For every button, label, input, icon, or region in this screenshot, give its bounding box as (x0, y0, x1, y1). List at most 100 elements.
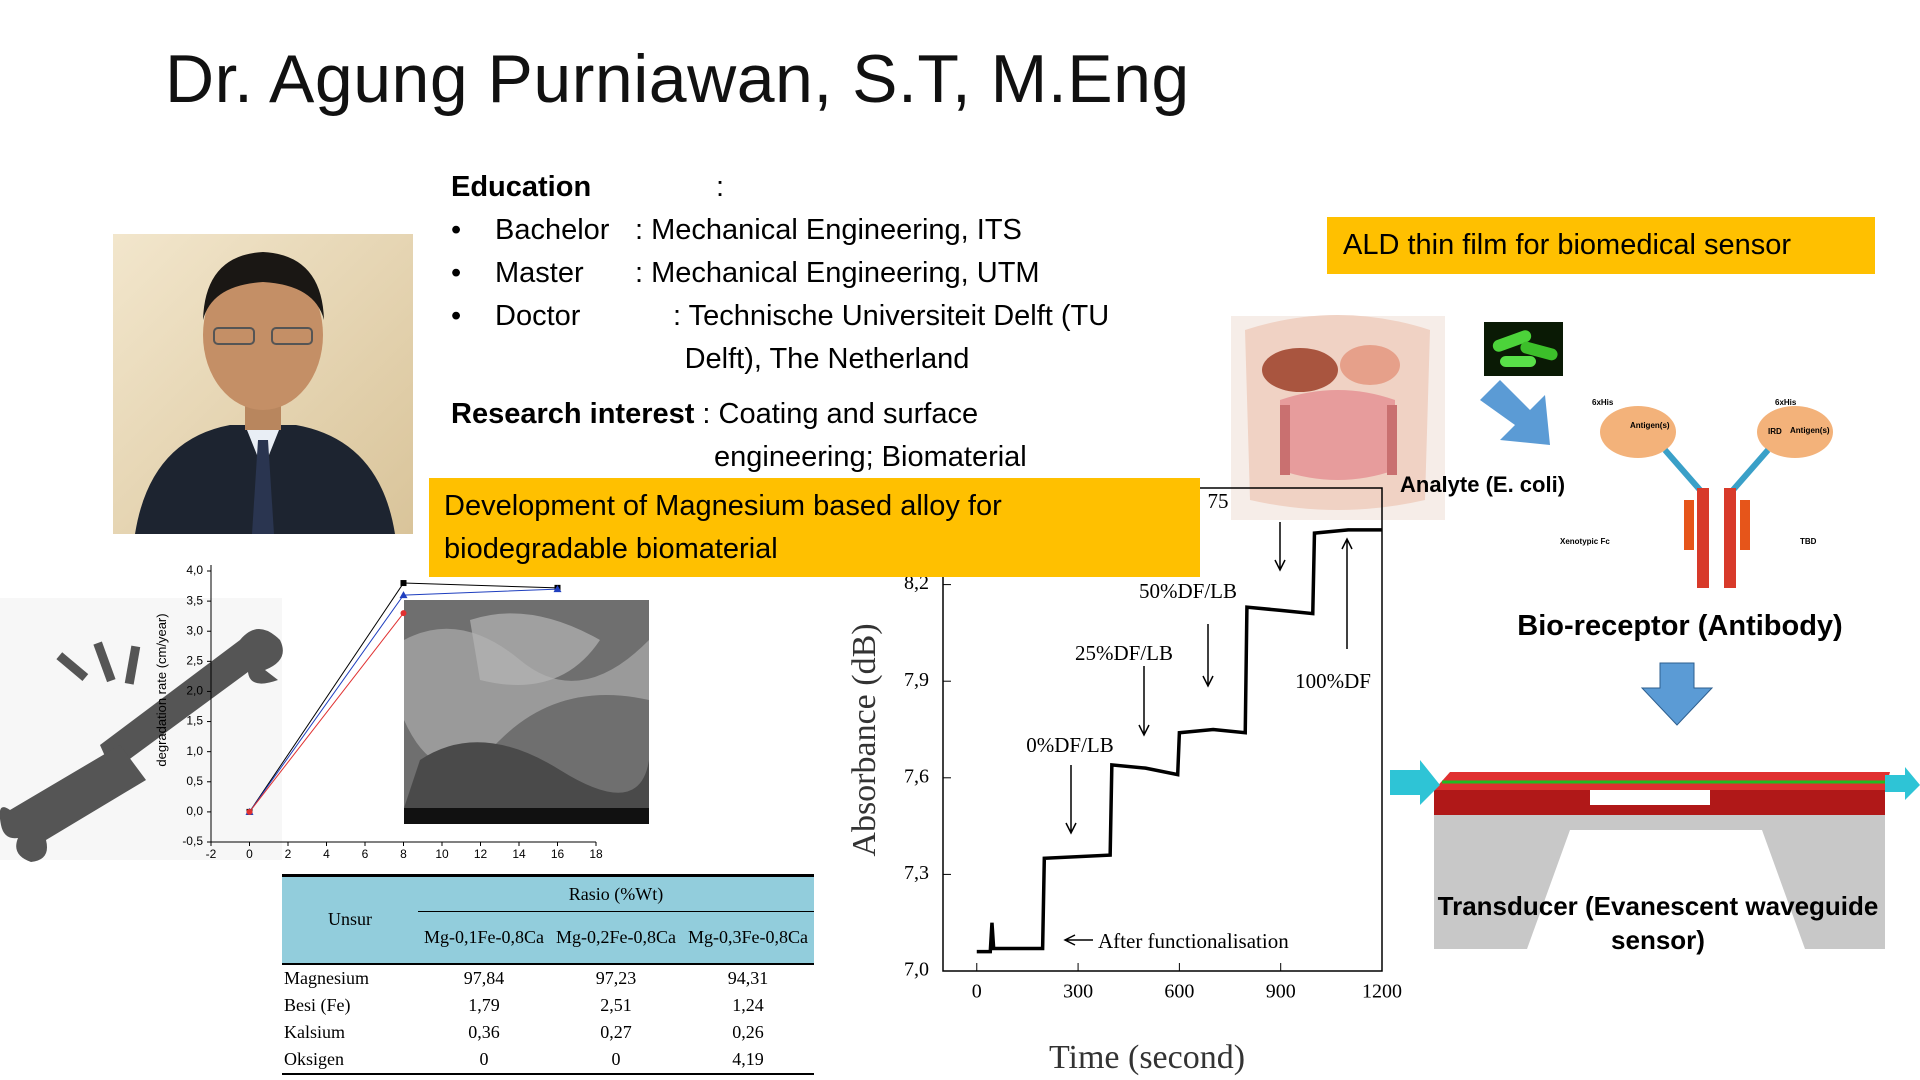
chart-annotation: 50%DF/LB (1139, 579, 1237, 603)
x-axis-label: Time (second) (1049, 1039, 1245, 1076)
table-column-header: Mg-0,3Fe-0,8Ca (682, 911, 814, 964)
education-degree: Doctor (495, 300, 581, 332)
arrow-down-right (1480, 380, 1550, 445)
portrait-photo (113, 234, 413, 534)
table-cell: Magnesium (284, 967, 369, 988)
antibody-label: Antigen(s) (1790, 426, 1830, 435)
education-heading: Education (451, 171, 592, 203)
education-item: • Bachelor: Mechanical Engineering, ITS (451, 209, 1151, 252)
sem-micrograph (404, 600, 649, 824)
bullet: • (451, 257, 462, 289)
transducer-label: Transducer (Evanescent waveguide sensor) (1437, 891, 1879, 955)
x-tick-label: 12 (474, 847, 488, 861)
x-tick-label: 2 (285, 847, 292, 861)
research-label: Research interest (451, 398, 695, 430)
education-heading-row: Education : (451, 166, 1151, 209)
ald-callout: ALD thin film for biomedical sensor (1327, 217, 1875, 274)
annotation-arrows (1063, 522, 1353, 946)
chart-annotation: 100%DF (1295, 669, 1371, 693)
y-tick-label: 4,0 (186, 563, 203, 577)
table-row: Oksigen 0 0 4,19 (282, 1046, 814, 1074)
table-cell: 2,51 (600, 994, 632, 1015)
x-tick-label: -2 (206, 847, 217, 861)
table-cell: Kalsium (284, 1021, 345, 1042)
education-detail: : Technische Universiteit Delft (TU Delf… (673, 300, 1110, 375)
x-tick-label: 8 (400, 847, 407, 861)
table-header: Rasio (%Wt) (418, 875, 814, 912)
table-cell: 0,27 (600, 1021, 632, 1042)
x-tick-label: 10 (435, 847, 449, 861)
education-detail: : Mechanical Engineering, ITS (635, 214, 1022, 246)
bullet: • (451, 300, 462, 332)
data-point (553, 585, 562, 593)
x-tick-label: 14 (512, 847, 526, 861)
antibody-label: Antigen(s) (1630, 421, 1670, 430)
table-cell: 1,79 (468, 994, 500, 1015)
education-list: • Bachelor: Mechanical Engineering, ITS • M… (451, 209, 1151, 381)
y-tick-label: 0,0 (186, 804, 203, 818)
table-cell: Besi (Fe) (284, 994, 351, 1015)
arrow-down (1640, 662, 1714, 726)
x-tick-label: 0 (972, 981, 982, 1003)
research-detail: : Coating and surface engineering; Bioma… (702, 398, 1027, 473)
x-tick-label: 6 (362, 847, 369, 861)
table-cell: 0,26 (732, 1021, 764, 1042)
data-point (400, 580, 407, 587)
composition-table-wrap: Unsur Rasio (%Wt) Mg-0,1Fe-0,8Ca Mg-0,2Fe… (282, 874, 814, 1075)
antibody-label: 6xHis (1775, 398, 1797, 407)
table-cell: 0 (479, 1048, 489, 1069)
broken-bone-icon (0, 598, 283, 862)
x-tick-label: 1200 (1362, 981, 1402, 1003)
table-cell: 0 (611, 1048, 621, 1069)
y-tick-label: 7,6 (904, 765, 929, 787)
data-point (399, 591, 408, 599)
y-tick-label: 7,3 (904, 862, 929, 884)
education-block: Education : • Bachelor: Mechanical Engine… (451, 166, 1151, 381)
slide-title: Dr. Agung Purniawan, S.T, M.Eng (165, 41, 1190, 117)
bullet: • (451, 214, 462, 246)
y-tick-label: 3,0 (186, 623, 203, 637)
chart-annotation: 75 (1208, 489, 1229, 513)
education-item: • Master : Mechanical Engineering, UTM (451, 252, 1151, 295)
table-header: Unsur (282, 875, 418, 965)
y-tick-label: 3,5 (186, 593, 203, 607)
y-tick-label: 2,0 (186, 684, 203, 698)
x-tick-label: 4 (323, 847, 330, 861)
data-point (400, 610, 407, 617)
education-detail: : Mechanical Engineering, UTM (635, 257, 1040, 289)
antibody-label: 6xHis (1592, 398, 1614, 407)
composition-table: Unsur Rasio (%Wt) Mg-0,1Fe-0,8Ca Mg-0,2Fe… (282, 874, 814, 1075)
antibody-label: IRD (1768, 427, 1782, 436)
education-degree: Master (495, 257, 584, 289)
table-column-header: Mg-0,1Fe-0,8Ca (418, 911, 550, 964)
bioreceptor-label: Bio-receptor (Antibody) (1517, 610, 1843, 642)
table-row: Besi (Fe) 1,79 2,51 1,24 (282, 992, 814, 1019)
x-tick-label: 600 (1164, 981, 1194, 1003)
data-line (976, 528, 1382, 954)
x-tick-label: 900 (1266, 981, 1296, 1003)
antibody-illustration (1600, 406, 1833, 588)
table-cell: 97,23 (595, 967, 637, 988)
y-tick-label: 7,9 (904, 669, 929, 691)
bacteria-image (1484, 322, 1563, 376)
y-tick-label: 1,0 (186, 744, 203, 758)
analyte-label: Analyte (E. coli) (1400, 472, 1566, 497)
chart-annotation: 0%DF/LB (1026, 733, 1114, 757)
y-tick-label: 0,5 (186, 774, 203, 788)
antibody-label: TBD (1800, 537, 1817, 546)
y-tick-label: 8,2 (904, 572, 929, 594)
y-tick-label: -0,5 (182, 834, 203, 848)
table-cell: 94,31 (727, 967, 769, 988)
y-axis-label: Absorbance (dB) (846, 623, 883, 856)
y-tick-label: 1,5 (186, 714, 203, 728)
y-tick-label: 7,0 (904, 959, 929, 981)
x-tick-label: 16 (551, 847, 565, 861)
waveguide-illustration (1390, 760, 1920, 949)
x-tick-label: 0 (246, 847, 253, 861)
y-tick-label: 2,5 (186, 654, 203, 668)
chart-annotation: After functionalisation (1098, 929, 1289, 953)
magnesium-callout: Development of Magnesium based alloy for… (429, 478, 1200, 577)
table-cell: Oksigen (284, 1048, 344, 1069)
research-block: Research interest : Coating and surface … (451, 393, 1131, 479)
education-separator: : (716, 171, 725, 203)
